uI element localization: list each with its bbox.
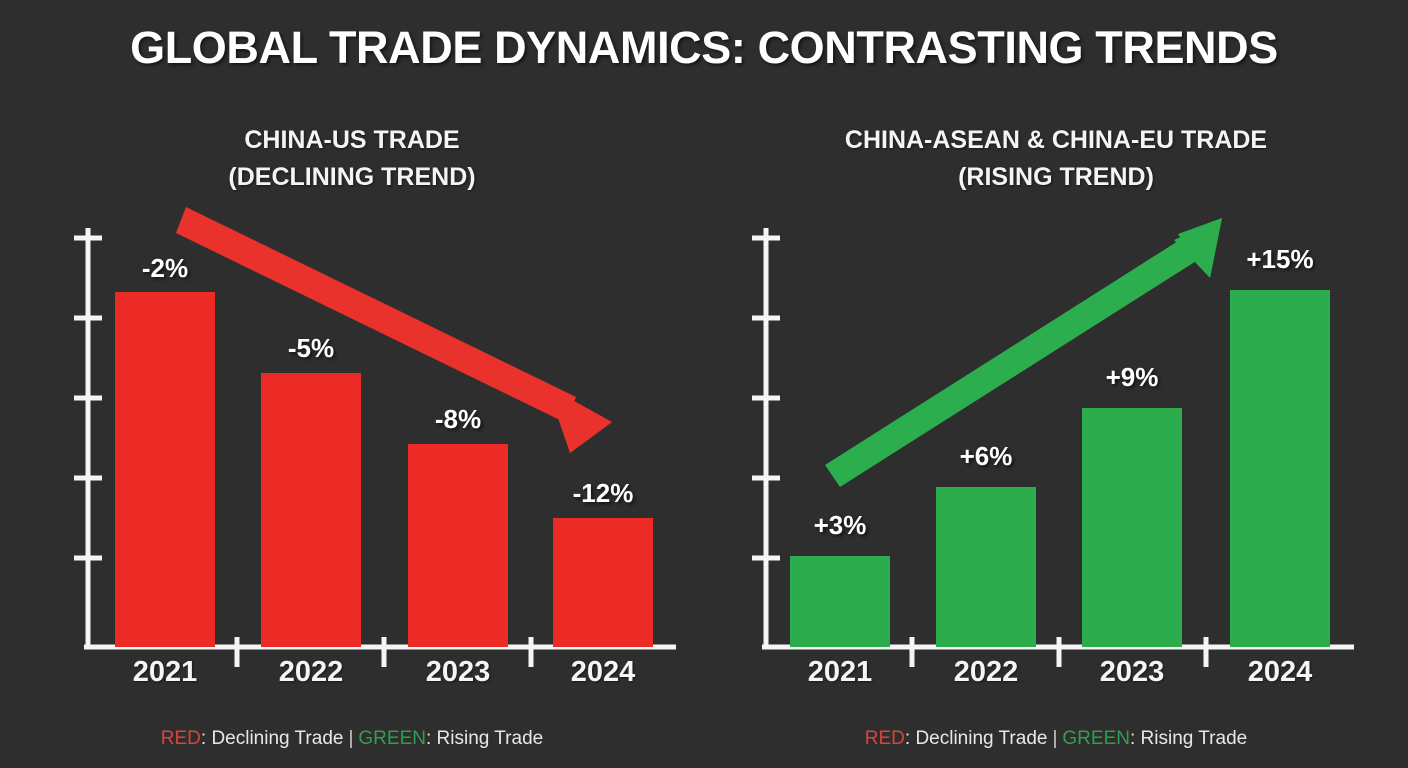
- bar-2023: [408, 444, 508, 647]
- chart-left-axes: [74, 207, 676, 667]
- legend-right-green-word: GREEN: [1062, 728, 1130, 749]
- legend-right-green-text: : Rising Trade: [1129, 728, 1248, 749]
- bar-2023: [1082, 408, 1182, 647]
- legend-left-green-word: GREEN: [358, 728, 426, 749]
- bar-value-2021: -2%: [141, 253, 189, 283]
- panel-right-title-line2: (RISING TREND): [958, 163, 1154, 191]
- panel-china-us-trade: CHINA-US TRADE (DECLINING TREND): [0, 110, 704, 768]
- up-trend-arrow-icon: [825, 218, 1222, 487]
- bar-value-2023: -8%: [434, 404, 482, 434]
- x-label-2022: 2022: [953, 656, 1019, 688]
- panel-right-title: CHINA-ASEAN & CHINA-EU TRADE (RISING TRE…: [704, 122, 1408, 196]
- bar-value-2023: +9%: [1105, 362, 1159, 392]
- legend-right-red-word: RED: [864, 728, 905, 749]
- bar-value-2021: +3%: [813, 510, 867, 540]
- legend-left-separator: |: [348, 728, 354, 749]
- bar-value-2022: +6%: [959, 441, 1013, 471]
- panel-china-asean-eu-trade: CHINA-ASEAN & CHINA-EU TRADE (RISING TRE…: [704, 110, 1408, 768]
- panel-left-title: CHINA-US TRADE (DECLINING TREND): [0, 122, 704, 196]
- bar-2021: [790, 556, 890, 647]
- legend-left-green-text: : Rising Trade: [425, 728, 544, 749]
- x-label-2021: 2021: [132, 656, 198, 688]
- x-label-2023: 2023: [425, 656, 491, 688]
- bar-2022: [261, 373, 361, 647]
- x-label-2021: 2021: [807, 656, 873, 688]
- bar-2024: [553, 518, 653, 647]
- bar-value-2024: +15%: [1246, 244, 1314, 274]
- panel-left-title-line2: (DECLINING TREND): [228, 163, 476, 191]
- legend-right-separator: |: [1052, 728, 1058, 749]
- x-label-2024: 2024: [1247, 656, 1313, 688]
- chart-right-axes: [752, 218, 1354, 667]
- panel-right-title-line1: CHINA-ASEAN & CHINA-EU TRADE: [844, 126, 1268, 154]
- bar-value-2022: -5%: [287, 333, 335, 363]
- legend-left: RED: Declining Trade | GREEN: Rising Trade: [0, 728, 704, 750]
- bar-2024: [1230, 290, 1330, 647]
- bar-value-2024: -12%: [572, 478, 634, 508]
- bar-2021: [115, 292, 215, 647]
- legend-right-red-text: : Declining Trade: [904, 728, 1048, 749]
- page-title: GLOBAL TRADE DYNAMICS: CONTRASTING TREND…: [130, 22, 1278, 73]
- x-label-2024: 2024: [570, 656, 636, 688]
- legend-right: RED: Declining Trade | GREEN: Rising Trade: [704, 728, 1408, 750]
- bar-2022: [936, 487, 1036, 647]
- legend-left-red-text: : Declining Trade: [200, 728, 344, 749]
- x-label-2023: 2023: [1099, 656, 1165, 688]
- chart-right: +3% +6% +9% +15% 2021 2022 2023 2024: [704, 110, 1408, 768]
- legend-left-red-word: RED: [160, 728, 201, 749]
- panel-left-title-line1: CHINA-US TRADE: [244, 126, 460, 154]
- down-trend-arrow-icon: [176, 207, 612, 453]
- x-label-2022: 2022: [278, 656, 344, 688]
- chart-left: -2% -5% -8% -12% 2021 2022 2023 2024: [0, 110, 704, 768]
